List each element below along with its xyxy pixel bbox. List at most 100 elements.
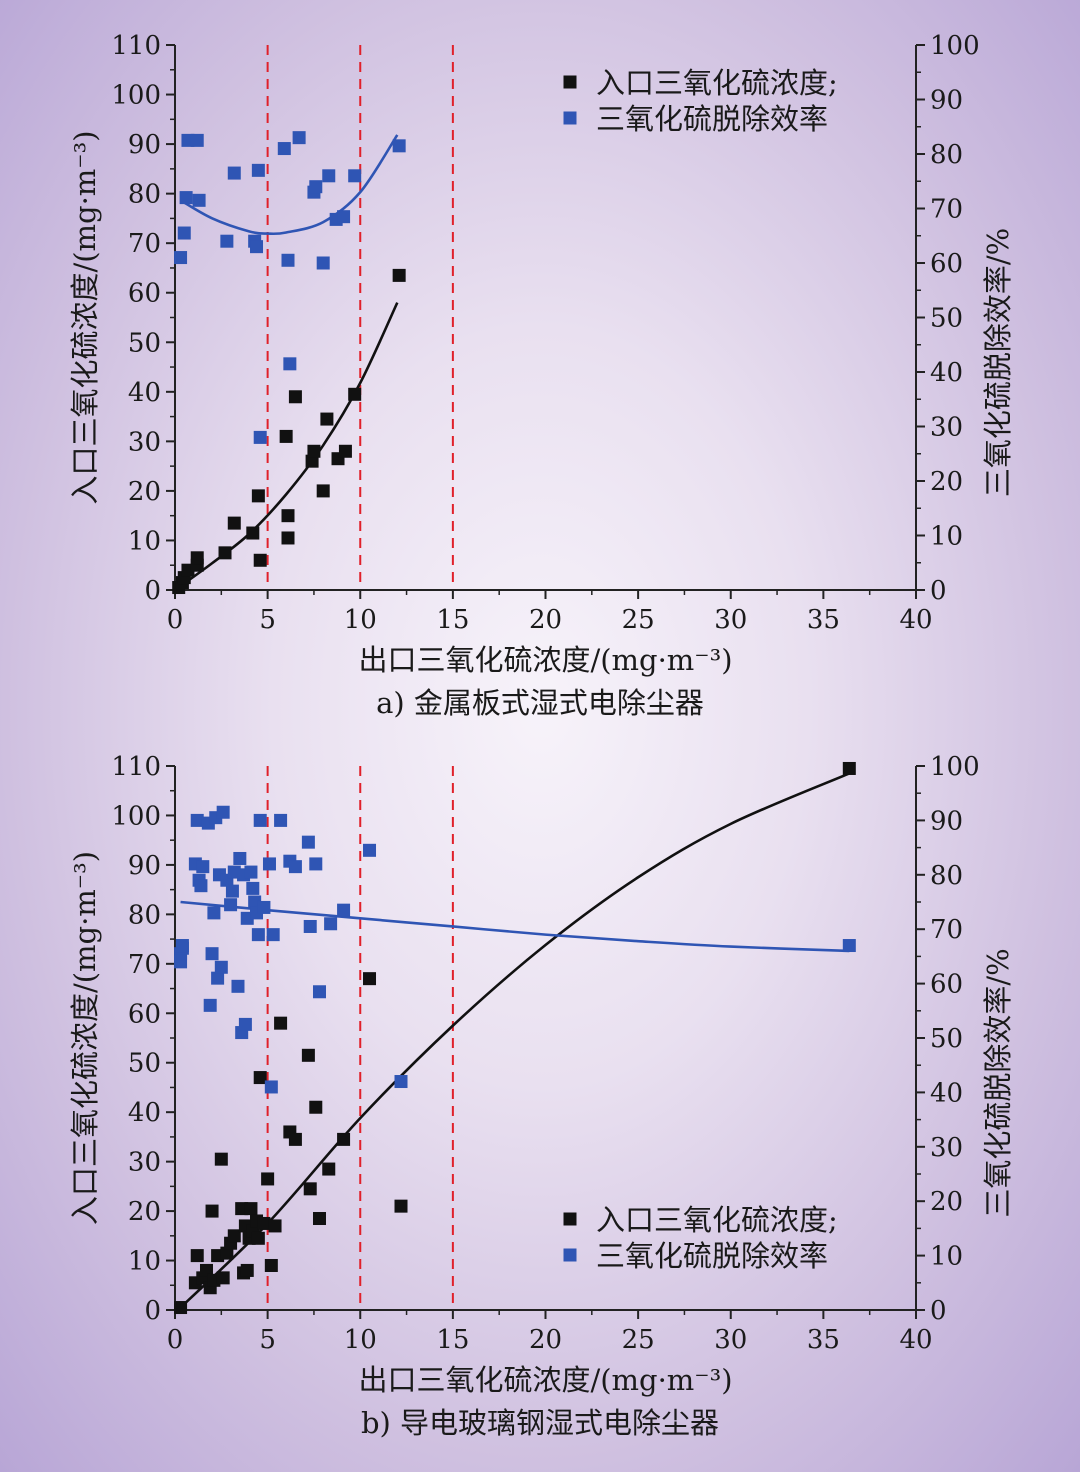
inlet-point	[240, 1263, 254, 1277]
y-tick-label: 0	[144, 576, 161, 606]
y-axis-title: 入口三氧化硫浓度/(mg·m⁻³)	[68, 851, 102, 1225]
efficiency-point	[251, 163, 265, 177]
y-tick-label: 10	[128, 526, 161, 556]
efficiency-point	[292, 131, 306, 145]
y2-tick-label: 0	[930, 1296, 947, 1326]
chart-panel-b: 0 5 10 15 20 25 30 35 40010203040506070809010011…	[68, 752, 1015, 1440]
efficiency-point	[253, 813, 267, 827]
inlet-point	[320, 412, 334, 426]
y2-tick-label: 10	[930, 522, 963, 552]
y-tick-label: 100	[111, 81, 161, 111]
y-tick-label: 50	[128, 328, 161, 358]
efficiency-point	[238, 1017, 252, 1031]
x-tick-label: 30	[714, 1325, 747, 1355]
x-tick-label: 25	[622, 1325, 655, 1355]
inlet-point	[301, 1048, 315, 1062]
efficiency-point	[283, 357, 297, 371]
inlet-point	[274, 1016, 288, 1030]
y-tick-label: 40	[128, 1098, 161, 1128]
efficiency-point	[225, 884, 239, 898]
inlet-point	[312, 1212, 326, 1226]
y-tick-label: 50	[128, 1049, 161, 1079]
efficiency-point	[337, 903, 351, 917]
inlet-point	[251, 1231, 265, 1245]
inlet-point	[246, 526, 260, 540]
x-tick-label: 40	[899, 1325, 932, 1355]
inlet-point	[279, 429, 293, 443]
y2-tick-label: 30	[930, 413, 963, 443]
inlet-point	[363, 972, 377, 986]
legend-marker	[563, 1248, 577, 1262]
inlet-point	[174, 1301, 188, 1315]
efficiency-point	[264, 1080, 278, 1094]
y-tick-label: 30	[128, 1148, 161, 1178]
inlet-point	[218, 546, 232, 560]
inlet-point	[205, 1204, 219, 1218]
efficiency-point	[363, 843, 377, 857]
inlet-point	[337, 1132, 351, 1146]
efficiency-point	[842, 939, 856, 953]
x-tick-label: 10	[344, 605, 377, 635]
inlet-point	[190, 1249, 204, 1263]
efficiency-point	[233, 851, 247, 865]
inlet-point	[394, 1199, 408, 1213]
inlet-point	[268, 1219, 282, 1233]
x-tick-label: 15	[436, 1325, 469, 1355]
inlet-point	[842, 761, 856, 775]
y-tick-label: 90	[128, 851, 161, 881]
x-tick-label: 25	[622, 605, 655, 635]
legend-label: 三氧化硫脱除效率	[596, 102, 828, 136]
fit-curve-efficiency	[180, 900, 850, 953]
inlet-point	[392, 268, 406, 282]
efficiency-point	[312, 985, 326, 999]
legend-marker	[563, 111, 577, 125]
x-tick-label: 15	[436, 605, 469, 635]
inlet-point	[220, 1246, 234, 1260]
panel-caption: b) 导电玻璃钢湿式电除尘器	[361, 1406, 719, 1440]
efficiency-point	[211, 971, 225, 985]
efficiency-point	[216, 805, 230, 819]
x-tick-label: 30	[714, 605, 747, 635]
efficiency-point	[220, 234, 234, 248]
y-tick-label: 110	[111, 752, 161, 782]
efficiency-point	[277, 142, 291, 156]
y2-tick-label: 80	[930, 140, 963, 170]
efficiency-point	[337, 210, 351, 224]
y2-axis-title: 三氧化硫脱除效率/%	[981, 948, 1015, 1217]
efficiency-point	[203, 998, 217, 1012]
inlet-point	[281, 509, 295, 523]
legend-marker	[563, 75, 577, 89]
inlet-point	[288, 390, 302, 404]
efficiency-point	[231, 979, 245, 993]
legend-label: 入口三氧化硫浓度;	[596, 66, 838, 100]
y-tick-label: 100	[111, 801, 161, 831]
y2-tick-label: 70	[930, 195, 963, 225]
inlet-point	[261, 1172, 275, 1186]
x-tick-label: 0	[167, 605, 184, 635]
efficiency-point	[262, 857, 276, 871]
y-tick-label: 110	[111, 31, 161, 61]
efficiency-point	[301, 835, 315, 849]
fit-curve-inlet	[174, 302, 399, 592]
efficiency-point	[246, 881, 260, 895]
x-tick-label: 20	[529, 605, 562, 635]
inlet-point	[227, 1229, 241, 1243]
efficiency-point	[244, 865, 258, 879]
inlet-point	[288, 1132, 302, 1146]
efficiency-point	[251, 928, 265, 942]
y2-tick-label: 80	[930, 861, 963, 891]
y-tick-label: 30	[128, 427, 161, 457]
inlet-point	[227, 516, 241, 530]
y-tick-label: 70	[128, 229, 161, 259]
efficiency-point	[316, 256, 330, 270]
inlet-point	[214, 1152, 228, 1166]
inlet-point	[216, 1271, 230, 1285]
efficiency-point	[266, 928, 280, 942]
efficiency-point	[253, 430, 267, 444]
efficiency-point	[288, 860, 302, 874]
efficiency-point	[303, 919, 317, 933]
efficiency-point	[190, 133, 204, 147]
efficiency-point	[194, 879, 208, 893]
x-axis-title: 出口三氧化硫浓度/(mg·m⁻³)	[358, 643, 732, 677]
y2-tick-label: 40	[930, 358, 963, 388]
